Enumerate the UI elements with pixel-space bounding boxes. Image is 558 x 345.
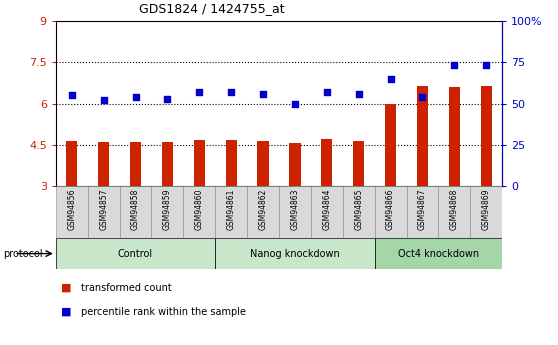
Bar [407,186,439,238]
Point [418,94,427,100]
Text: GSM94865: GSM94865 [354,189,363,230]
Bar [119,186,151,238]
Text: GSM94862: GSM94862 [258,189,267,230]
Text: GSM94864: GSM94864 [323,189,331,230]
Bar [56,186,88,238]
Bar [194,140,205,186]
Text: GSM94856: GSM94856 [68,189,76,230]
Bar [66,141,78,186]
Text: GSM94863: GSM94863 [291,189,300,230]
Text: GSM94858: GSM94858 [131,189,140,230]
Text: ■: ■ [61,307,72,317]
Point [354,91,363,96]
Point [482,63,490,68]
Point [99,97,108,103]
Bar [480,86,492,186]
Point [258,91,267,96]
Bar [470,186,502,238]
Bar [184,186,215,238]
Bar [374,186,407,238]
Bar [290,143,301,186]
Text: transformed count: transformed count [81,283,172,293]
Point [323,89,331,95]
Bar [343,186,374,238]
Bar [385,104,396,186]
Point [163,96,172,101]
Bar [130,142,141,186]
Bar [215,238,374,269]
Text: percentile rank within the sample: percentile rank within the sample [81,307,246,317]
Point [68,92,76,98]
Bar [151,186,184,238]
Text: GSM94860: GSM94860 [195,189,204,230]
Text: Nanog knockdown: Nanog knockdown [250,249,340,258]
Text: protocol: protocol [3,249,42,258]
Point [291,101,300,106]
Point [227,89,235,95]
Bar [353,141,364,186]
Text: GSM94861: GSM94861 [227,189,235,230]
Bar [162,141,173,186]
Text: GSM94859: GSM94859 [163,189,172,230]
Bar [225,140,237,186]
Point [195,89,204,95]
Text: GSM94868: GSM94868 [450,189,459,230]
Text: GSM94867: GSM94867 [418,189,427,230]
Text: GSM94866: GSM94866 [386,189,395,230]
Bar [439,186,470,238]
Bar [449,87,460,186]
Bar [417,86,428,186]
Bar [279,186,311,238]
Bar [215,186,247,238]
Bar [321,139,333,186]
Bar [257,141,268,186]
Text: Oct4 knockdown: Oct4 knockdown [398,249,479,258]
Point [386,76,395,81]
Bar [56,238,215,269]
Text: GSM94869: GSM94869 [482,189,490,230]
Bar [98,142,109,186]
Text: ■: ■ [61,283,72,293]
Bar [311,186,343,238]
Point [131,94,140,100]
Bar [88,186,119,238]
Point [450,63,459,68]
Bar [247,186,279,238]
Bar [374,238,502,269]
Text: Control: Control [118,249,153,258]
Text: GDS1824 / 1424755_at: GDS1824 / 1424755_at [140,2,285,15]
Text: GSM94857: GSM94857 [99,189,108,230]
